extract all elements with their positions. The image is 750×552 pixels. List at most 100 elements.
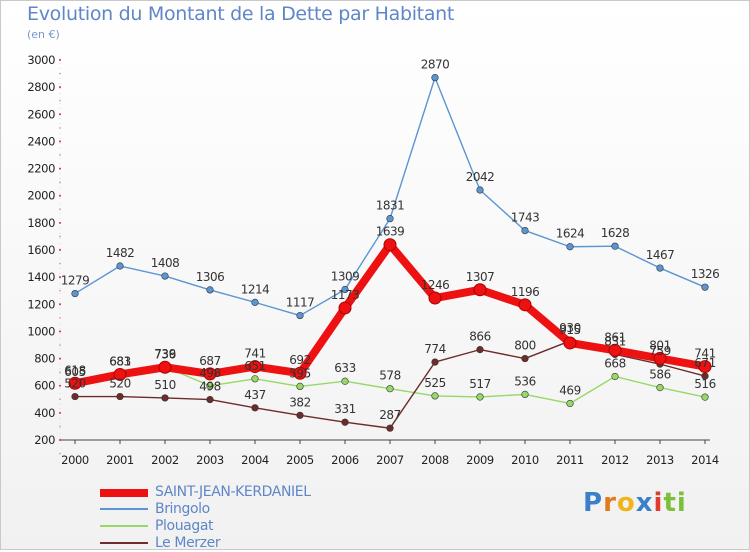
- data-point-saint-jean-kerdaniel: [158, 360, 172, 374]
- data-label: 517: [469, 377, 490, 391]
- data-label: 915: [559, 323, 580, 337]
- data-label: 525: [424, 376, 445, 390]
- data-label: 516: [694, 377, 715, 391]
- data-label: 739: [154, 347, 175, 361]
- data-label: 671: [694, 356, 715, 370]
- x-tick-label: 2010: [511, 453, 539, 467]
- y-tick-mark: [59, 249, 61, 251]
- y-tick-label: 2800: [27, 80, 55, 94]
- data-label: 469: [559, 383, 580, 397]
- data-point-saint-jean-kerdaniel: [293, 366, 307, 380]
- data-point-plouagat: [386, 385, 394, 393]
- data-label: 1279: [61, 274, 90, 288]
- y-tick-label: 2200: [27, 162, 55, 176]
- y-tick-label: 1200: [27, 297, 55, 311]
- y-minor-tick-mark: [59, 72, 61, 75]
- legend-label: Bringolo: [155, 501, 210, 517]
- data-point-le-merzer: [476, 346, 484, 354]
- y-tick-mark: [59, 59, 61, 61]
- data-point-le-merzer: [431, 358, 439, 366]
- x-tick-label: 2008: [421, 453, 449, 467]
- data-point-saint-jean-kerdaniel: [248, 360, 262, 374]
- data-point-saint-jean-kerdaniel: [203, 367, 217, 381]
- x-tick-label: 2005: [286, 453, 314, 467]
- logo-letter: P: [583, 488, 604, 518]
- data-label: 2870: [421, 58, 450, 72]
- data-label: 1639: [376, 225, 405, 239]
- y-tick-mark: [59, 140, 61, 143]
- y-tick-label: 3000: [27, 53, 55, 67]
- y-tick-mark: [59, 357, 61, 360]
- legend-label: Le Merzer: [155, 535, 221, 551]
- data-label: 1246: [421, 278, 450, 292]
- data-point-saint-jean-kerdaniel: [338, 301, 352, 315]
- y-tick-mark: [59, 194, 61, 197]
- data-point-bringolo: [161, 272, 169, 280]
- data-label: 1214: [241, 282, 270, 296]
- data-label: 861: [604, 330, 625, 344]
- y-tick-mark: [59, 221, 61, 224]
- data-label: 1117: [286, 296, 315, 310]
- data-label: 1628: [601, 226, 630, 240]
- chart-title: Evolution du Montant de la Dette par Hab…: [27, 3, 455, 25]
- data-label: 1196: [511, 285, 540, 299]
- series-points: [68, 74, 712, 432]
- data-point-saint-jean-kerdaniel: [653, 351, 667, 365]
- data-label: 1309: [331, 269, 360, 283]
- legend-swatch-le-merzer: [100, 542, 148, 544]
- y-minor-tick-mark: [59, 425, 61, 428]
- line-chart: 200 400 600 800 1000 1200 1400 1600 1800 2000 2200…: [27, 53, 720, 467]
- data-point-bringolo: [521, 226, 529, 235]
- data-label: 741: [244, 347, 265, 361]
- y-tick-label: 400: [34, 406, 55, 420]
- data-label: 633: [334, 361, 355, 375]
- data-label: 437: [244, 388, 265, 402]
- logo-letter: x: [635, 488, 654, 518]
- y-tick-label: 2600: [27, 107, 55, 121]
- data-point-le-merzer: [251, 404, 259, 412]
- data-label: 382: [289, 395, 310, 409]
- y-tick-mark: [59, 384, 61, 387]
- data-label: 800: [514, 339, 535, 353]
- logo-letter: o: [616, 488, 636, 518]
- data-label: 741: [694, 347, 715, 361]
- data-label: 651: [244, 359, 265, 373]
- data-point-le-merzer: [71, 392, 79, 401]
- x-tick-label: 2013: [646, 453, 674, 467]
- data-label: 578: [379, 369, 400, 383]
- data-label: 331: [334, 402, 355, 416]
- data-label: 1624: [556, 227, 585, 241]
- data-point-saint-jean-kerdaniel: [113, 367, 127, 381]
- data-label: 520: [64, 377, 85, 391]
- y-minor-tick-mark: [59, 99, 61, 102]
- y-minor-tick-mark: [59, 235, 61, 238]
- data-label: 1467: [646, 248, 675, 262]
- legend-swatch-bringolo: [100, 508, 148, 510]
- data-point-saint-jean-kerdaniel: [383, 238, 397, 252]
- data-point-plouagat: [296, 382, 304, 390]
- y-minor-tick-mark: [59, 289, 61, 292]
- data-label: 930: [559, 321, 580, 335]
- y-tick-label: 2000: [27, 189, 55, 203]
- data-point-plouagat: [206, 382, 214, 390]
- data-label: 618: [64, 363, 85, 377]
- data-label: 498: [199, 380, 220, 394]
- logo-letter: i: [653, 488, 664, 518]
- data-label: 692: [289, 353, 310, 367]
- y-tick-label: 800: [34, 352, 55, 366]
- x-tick-label: 2004: [241, 453, 269, 467]
- data-point-bringolo: [116, 262, 124, 270]
- y-tick-label: 1800: [27, 216, 55, 230]
- data-label: 586: [649, 368, 670, 382]
- data-point-plouagat: [566, 399, 574, 408]
- y-tick-label: 600: [34, 379, 55, 393]
- logo-letter: t: [663, 488, 677, 518]
- data-label: 668: [604, 356, 625, 370]
- series-line-bringolo: [74, 76, 706, 317]
- y-tick-label: 200: [34, 433, 55, 447]
- data-label: 1743: [511, 211, 540, 225]
- x-tick-label: 2014: [691, 453, 719, 467]
- data-label: 1307: [466, 270, 495, 284]
- data-point-le-merzer: [296, 411, 304, 419]
- data-labels: 1279 1482 1408 1306 1214 1117 1309 1831 2870 2042…: [61, 58, 720, 423]
